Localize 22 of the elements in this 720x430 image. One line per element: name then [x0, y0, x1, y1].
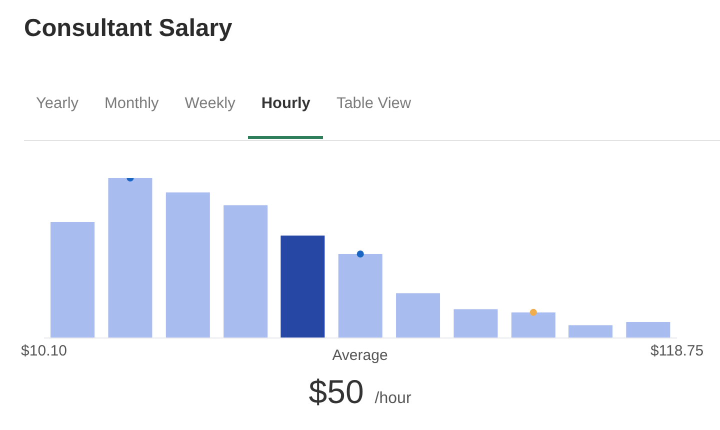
bar [396, 293, 440, 338]
x-tick-label: $118.75 [650, 342, 704, 360]
text: Table View [336, 94, 412, 113]
text: Yearly [36, 94, 79, 113]
bar [108, 178, 152, 338]
x-tick-label: $10.10 [21, 342, 67, 360]
text: $50 [308, 373, 364, 411]
bar [568, 325, 612, 338]
bar [224, 205, 268, 338]
text: Hourly [261, 94, 310, 113]
text: Monthly [104, 94, 159, 113]
bar [166, 192, 210, 338]
chart-title: Consultant Salary [24, 15, 232, 43]
bar [338, 254, 382, 338]
text: /hour [374, 390, 412, 408]
text: Weekly [184, 94, 236, 113]
bar [454, 309, 498, 338]
bar [280, 236, 325, 338]
bar [626, 322, 670, 338]
bar [511, 312, 556, 338]
bar [50, 222, 95, 338]
text: Average [331, 347, 389, 364]
